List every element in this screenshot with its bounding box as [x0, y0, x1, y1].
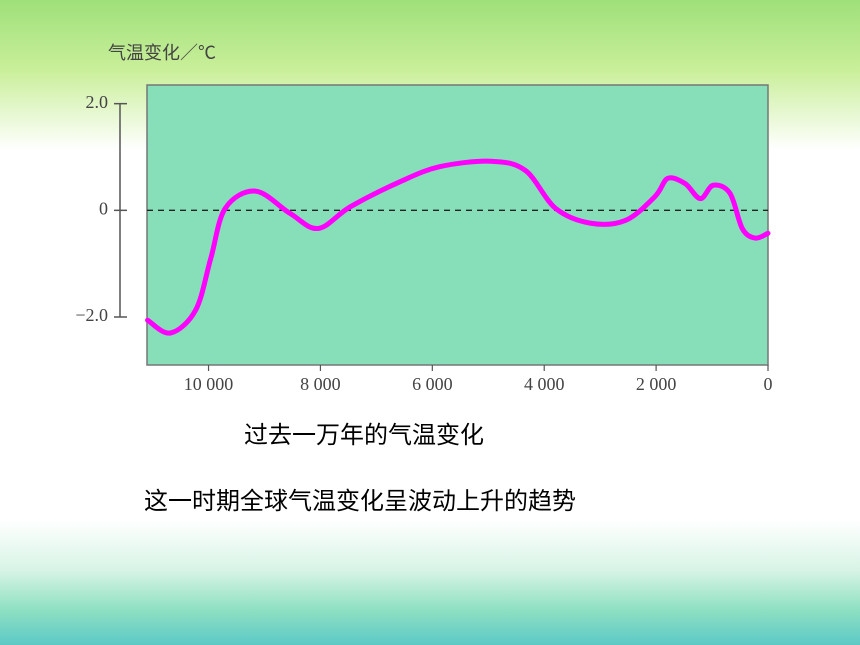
caption: 过去一万年的气温变化	[244, 421, 484, 449]
x-tick-label: 0	[764, 374, 773, 394]
y-tick-label: 0	[99, 198, 108, 218]
x-tick-label: 8 000	[300, 374, 341, 394]
x-tick-label: 10 000	[184, 374, 234, 394]
y-tick-label: −2.0	[75, 305, 108, 325]
y-axis-label: 气温变化／℃	[108, 43, 216, 63]
x-tick-label: 2 000	[636, 374, 677, 394]
y-tick-label: 2.0	[86, 92, 109, 112]
x-tick-label: 4 000	[524, 374, 565, 394]
x-tick-label: 6 000	[412, 374, 453, 394]
note: 这一时期全球气温变化呈波动上升的趋势	[144, 487, 576, 515]
plot-area	[146, 84, 769, 366]
temperature-line	[145, 158, 771, 336]
